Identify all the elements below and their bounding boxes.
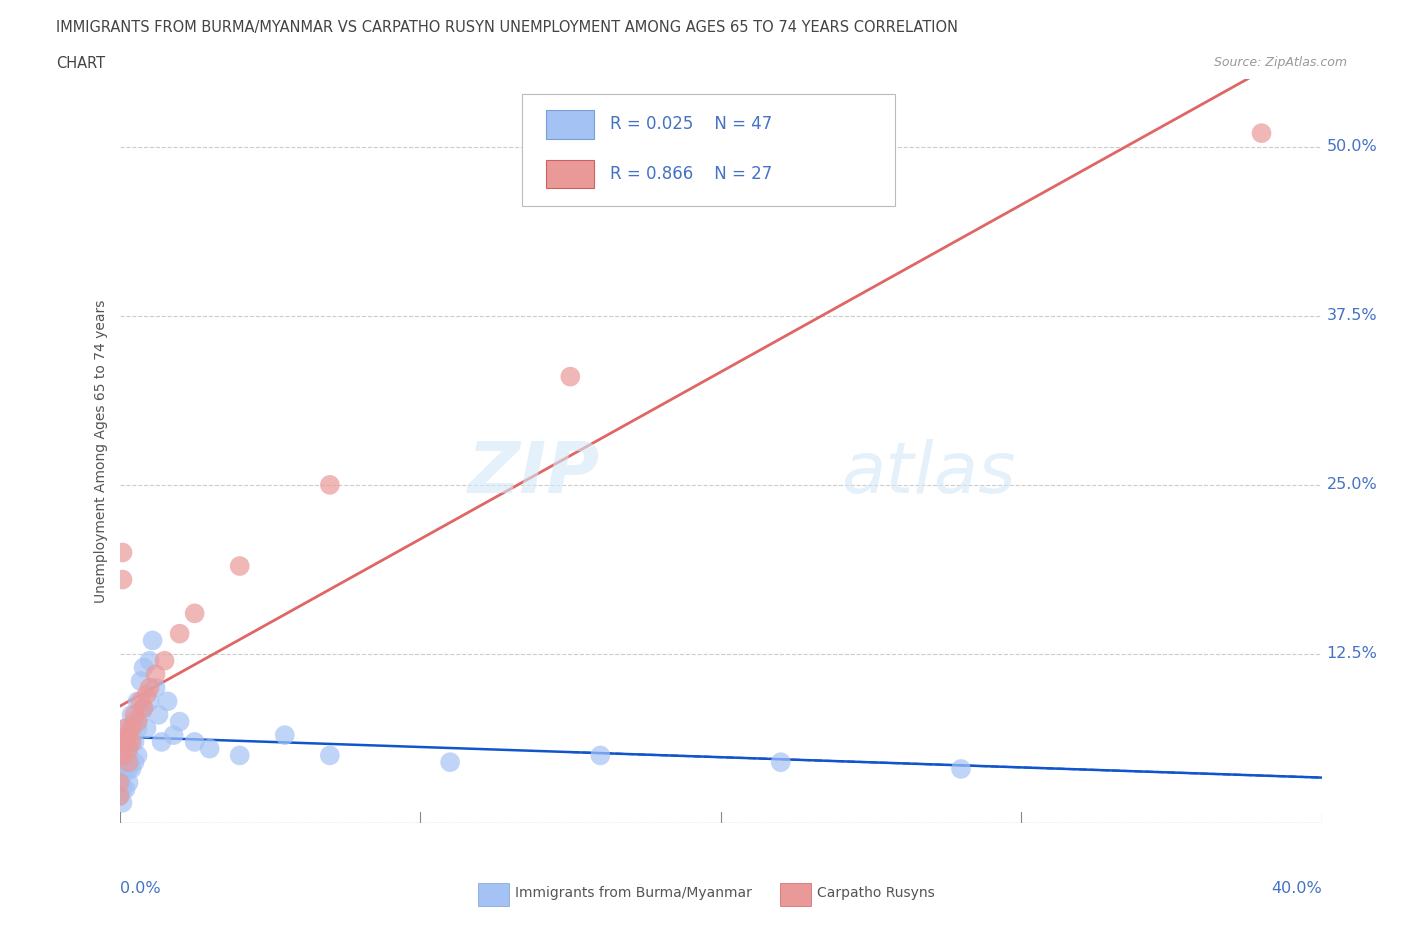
Point xyxy=(132,700,155,715)
Text: Immigrants from Burma/Myanmar: Immigrants from Burma/Myanmar xyxy=(515,885,751,900)
Point xyxy=(560,369,582,384)
Text: ZIP: ZIP xyxy=(468,439,600,508)
Point xyxy=(114,762,136,777)
Point xyxy=(198,741,221,756)
Point xyxy=(153,653,176,668)
Point xyxy=(183,606,205,621)
Point xyxy=(150,735,173,750)
Point xyxy=(228,559,252,574)
Point xyxy=(129,673,152,688)
FancyBboxPatch shape xyxy=(547,111,595,139)
Y-axis label: Unemployment Among Ages 65 to 74 years: Unemployment Among Ages 65 to 74 years xyxy=(94,299,108,603)
Text: CHART: CHART xyxy=(56,56,105,71)
Point xyxy=(121,735,143,750)
Point xyxy=(114,735,136,750)
Point xyxy=(132,700,155,715)
Point xyxy=(124,755,146,770)
Point xyxy=(129,708,152,723)
Point xyxy=(274,727,297,742)
Point xyxy=(117,762,139,777)
Point xyxy=(135,687,157,702)
Point xyxy=(108,775,131,790)
Point xyxy=(124,714,146,729)
Point xyxy=(156,694,179,709)
Point xyxy=(111,572,134,587)
Point xyxy=(169,714,191,729)
Point xyxy=(117,755,139,770)
Point xyxy=(183,735,205,750)
Point xyxy=(138,694,160,709)
Text: 12.5%: 12.5% xyxy=(1326,646,1378,661)
Text: atlas: atlas xyxy=(841,439,1015,508)
Point xyxy=(121,762,143,777)
Point xyxy=(111,795,134,810)
Point xyxy=(319,748,342,763)
Point xyxy=(111,782,134,797)
Text: 37.5%: 37.5% xyxy=(1326,308,1376,324)
Point xyxy=(319,477,342,492)
Point xyxy=(439,755,461,770)
Text: Source: ZipAtlas.com: Source: ZipAtlas.com xyxy=(1213,56,1347,69)
Point xyxy=(121,735,143,750)
Point xyxy=(111,755,134,770)
Point xyxy=(111,768,134,783)
Point xyxy=(111,735,134,750)
Point xyxy=(127,694,149,709)
Point xyxy=(138,681,160,696)
Point xyxy=(950,762,973,777)
Point xyxy=(148,708,170,723)
Text: 0.0%: 0.0% xyxy=(120,881,160,896)
Text: IMMIGRANTS FROM BURMA/MYANMAR VS CARPATHO RUSYN UNEMPLOYMENT AMONG AGES 65 TO 74: IMMIGRANTS FROM BURMA/MYANMAR VS CARPATH… xyxy=(56,20,959,35)
Point xyxy=(124,735,146,750)
Point xyxy=(117,775,139,790)
Point xyxy=(108,775,131,790)
Point xyxy=(111,545,134,560)
Text: 25.0%: 25.0% xyxy=(1326,477,1378,492)
Point xyxy=(121,708,143,723)
Point xyxy=(769,755,792,770)
FancyBboxPatch shape xyxy=(522,94,894,206)
Point xyxy=(114,721,136,736)
Point xyxy=(145,681,167,696)
FancyBboxPatch shape xyxy=(547,160,595,189)
Point xyxy=(1250,126,1272,140)
Text: 40.0%: 40.0% xyxy=(1271,881,1322,896)
Point xyxy=(114,741,136,756)
Point xyxy=(127,748,149,763)
Point xyxy=(114,721,136,736)
Point xyxy=(117,727,139,742)
Point xyxy=(589,748,612,763)
Point xyxy=(228,748,252,763)
Point xyxy=(121,721,143,736)
Point xyxy=(129,694,152,709)
Point xyxy=(127,714,149,729)
Point xyxy=(138,653,160,668)
Text: 50.0%: 50.0% xyxy=(1326,140,1378,154)
Point xyxy=(145,667,167,682)
Point xyxy=(142,633,165,648)
Point xyxy=(169,626,191,641)
Point xyxy=(135,721,157,736)
Point xyxy=(124,708,146,723)
Point xyxy=(111,748,134,763)
Point xyxy=(127,721,149,736)
Point xyxy=(108,789,131,804)
Point xyxy=(117,727,139,742)
Point xyxy=(111,735,134,750)
Text: Carpatho Rusyns: Carpatho Rusyns xyxy=(817,885,935,900)
Text: R = 0.025    N = 47: R = 0.025 N = 47 xyxy=(610,114,772,133)
Point xyxy=(162,727,184,742)
Point xyxy=(132,660,155,675)
Point xyxy=(117,748,139,763)
Text: R = 0.866    N = 27: R = 0.866 N = 27 xyxy=(610,165,772,182)
Point xyxy=(114,782,136,797)
Point xyxy=(117,741,139,756)
Point xyxy=(108,789,131,804)
